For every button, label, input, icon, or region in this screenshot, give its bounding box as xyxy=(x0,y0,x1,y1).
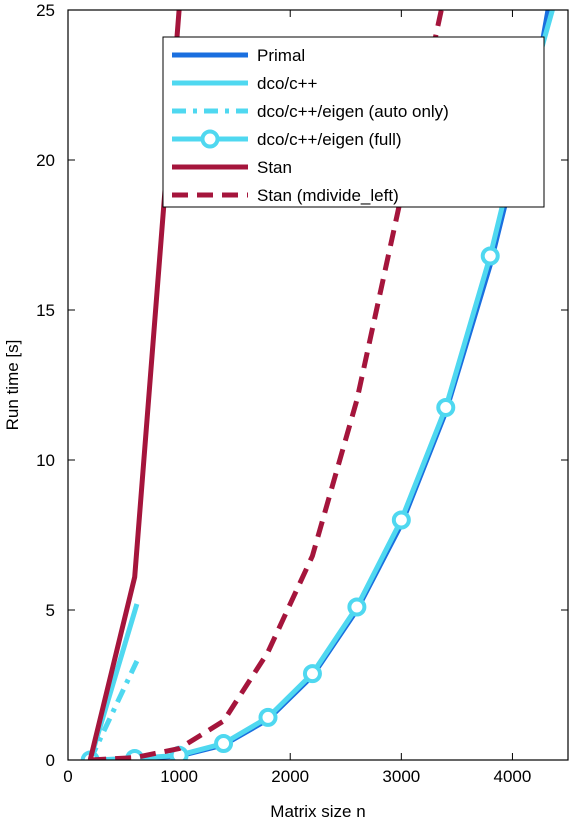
y-tick-label: 25 xyxy=(36,1,55,20)
series-marker xyxy=(436,398,456,417)
y-axis-label: Run time [s] xyxy=(3,340,22,431)
series-marker xyxy=(258,707,278,727)
x-axis-ticks: 0 1000 2000 3000 4000 xyxy=(63,10,531,786)
legend-marker xyxy=(200,129,220,149)
legend-label-4: Stan xyxy=(257,158,292,177)
x-tick-label: 0 xyxy=(63,767,72,786)
legend: Primal dco/c++ dco/c++/eigen (auto only) dc… xyxy=(162,36,545,208)
series-marker xyxy=(214,734,234,753)
x-tick-label: 1000 xyxy=(160,767,198,786)
y-tick-label: 5 xyxy=(46,601,55,620)
series-marker xyxy=(302,664,322,684)
x-tick-label: 4000 xyxy=(494,767,532,786)
series-layer xyxy=(80,10,555,760)
x-tick-label: 2000 xyxy=(271,767,309,786)
series-marker xyxy=(480,246,500,266)
y-tick-label: 0 xyxy=(46,751,55,770)
legend-label-2: dco/c++/eigen (auto only) xyxy=(257,102,449,121)
x-tick-label: 3000 xyxy=(382,767,420,786)
legend-label-1: dco/c++ xyxy=(257,74,318,93)
plot-area-frame xyxy=(67,9,569,761)
y-tick-label: 20 xyxy=(36,151,55,170)
legend-label-3: dco/c++/eigen (full) xyxy=(257,130,402,149)
y-axis-ticks: 0 5 10 15 20 25 xyxy=(36,1,568,770)
x-axis-label: Matrix size n xyxy=(270,802,365,821)
series-marker xyxy=(391,510,411,530)
y-tick-label: 15 xyxy=(36,301,55,320)
series-marker xyxy=(347,597,367,617)
y-tick-label: 10 xyxy=(36,451,55,470)
legend-label-0: Primal xyxy=(257,46,305,65)
series-line-5 xyxy=(90,10,444,760)
legend-label-5: Stan (mdivide_left) xyxy=(257,186,399,205)
series-line-2 xyxy=(87,659,140,760)
legend-box xyxy=(162,36,545,208)
